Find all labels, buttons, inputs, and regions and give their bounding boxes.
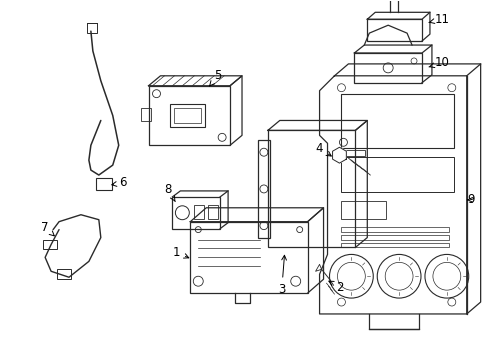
Bar bbox=[141, 108, 150, 121]
Bar bbox=[341, 235, 448, 239]
Bar bbox=[341, 94, 453, 148]
Bar bbox=[172, 197, 220, 229]
Bar bbox=[190, 222, 307, 293]
Text: 6: 6 bbox=[112, 176, 126, 189]
Text: 8: 8 bbox=[164, 184, 175, 202]
Text: 11: 11 bbox=[428, 13, 448, 26]
Bar bbox=[208, 205, 218, 219]
Text: 2: 2 bbox=[328, 281, 343, 294]
Polygon shape bbox=[332, 147, 346, 163]
Bar bbox=[96, 178, 112, 190]
Bar bbox=[57, 269, 71, 279]
Bar bbox=[148, 86, 230, 145]
Text: 4: 4 bbox=[315, 142, 330, 156]
Bar bbox=[267, 130, 355, 247]
Text: 7: 7 bbox=[41, 221, 54, 236]
Bar bbox=[194, 205, 204, 219]
Bar bbox=[337, 150, 365, 156]
Bar bbox=[257, 140, 269, 238]
Bar bbox=[170, 104, 205, 127]
Bar bbox=[341, 243, 448, 247]
Text: 10: 10 bbox=[428, 57, 448, 69]
Bar bbox=[174, 108, 201, 123]
Bar bbox=[341, 157, 453, 192]
Text: 5: 5 bbox=[209, 69, 222, 86]
Bar bbox=[354, 53, 421, 83]
Bar bbox=[43, 239, 57, 249]
Bar bbox=[341, 201, 386, 219]
Bar bbox=[366, 19, 421, 41]
Bar bbox=[341, 227, 448, 231]
Text: 3: 3 bbox=[278, 255, 286, 296]
Text: 1: 1 bbox=[172, 246, 188, 259]
Text: 9: 9 bbox=[466, 193, 473, 206]
Bar bbox=[87, 23, 97, 33]
